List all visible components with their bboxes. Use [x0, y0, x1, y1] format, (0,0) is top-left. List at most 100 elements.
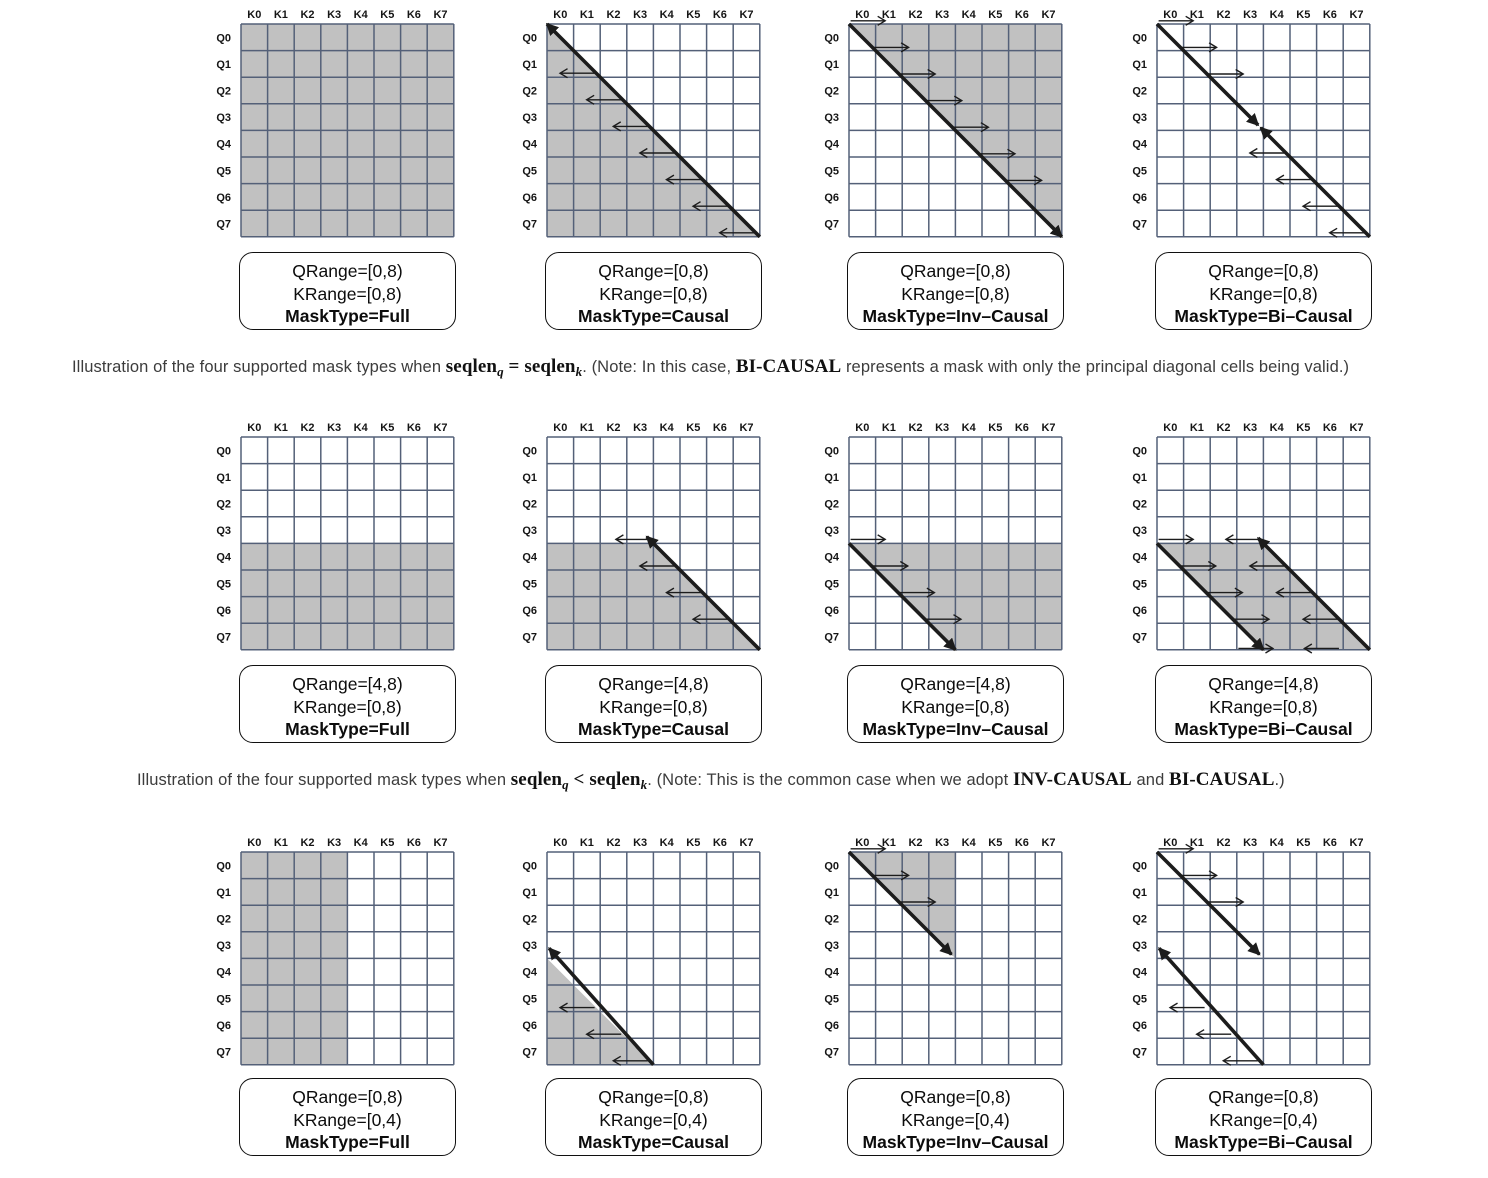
k-axis-label: K5	[988, 837, 1002, 849]
krange-label: KRange=[0,8)	[1209, 696, 1318, 717]
k-axis-label: K5	[686, 422, 700, 434]
diagonal-arrow	[847, 22, 1064, 239]
k-axis-label: K6	[407, 837, 421, 849]
mask-params-box-r1-inv-causal: QRange=[0,8) KRange=[0,8) MaskType=Inv–Cau…	[847, 252, 1064, 330]
k-axis-label: K1	[882, 422, 896, 434]
k-axis-label: K2	[606, 9, 620, 21]
q-axis-label: Q4	[522, 552, 538, 564]
q-axis-label: Q7	[522, 632, 537, 644]
figure-caption-less-seqlen: Illustration of the four supported mask …	[137, 769, 1285, 793]
mask-type-label: MaskType=Inv–Causal	[862, 306, 1049, 326]
q-axis-label: Q1	[824, 887, 839, 899]
k-axis-label: K6	[713, 422, 727, 434]
right-scan-arrow	[953, 122, 990, 133]
q-axis-label: Q7	[1132, 632, 1147, 644]
k-axis-label: K1	[1190, 422, 1204, 434]
left-scan-arrow	[638, 560, 675, 572]
right-scan-arrow	[927, 95, 964, 106]
k-axis-label: K1	[274, 837, 288, 849]
mask-grid-r2-inv-causal: K0 K1 K2 K3 K4 K5 K6 K7 Q0 Q1 Q2 Q3 Q4 Q5 Q6 Q7	[824, 422, 1063, 652]
mask-grid-r2-full: K0 K1 K2 K3 K4 K5 K6 K7 Q0 Q1 Q2 Q3 Q4 Q5 Q6 Q7	[216, 422, 455, 651]
q-axis-label: Q6	[1132, 192, 1147, 204]
k-axis-label: K6	[713, 837, 727, 849]
q-axis-label: Q6	[216, 192, 231, 204]
qrange-label: QRange=[0,8)	[292, 261, 403, 281]
k-axis-label: K4	[1270, 9, 1285, 21]
q-axis-label: Q1	[824, 59, 839, 71]
krange-label: KRange=[0,4)	[293, 1109, 402, 1130]
q-axis-label: Q7	[824, 1047, 839, 1059]
diagonal-arrow	[847, 850, 953, 956]
q-axis-label: Q0	[522, 32, 537, 44]
k-axis-label: K3	[1243, 422, 1257, 434]
k-axis-label: K4	[1270, 837, 1285, 849]
q-axis-label: Q6	[522, 1020, 537, 1032]
right-scan-arrow	[1007, 175, 1043, 186]
right-scan-arrow	[1182, 42, 1218, 53]
q-axis-label: Q2	[1132, 914, 1147, 926]
q-axis-label: Q4	[1132, 139, 1148, 151]
q-axis-label: Q1	[216, 887, 231, 899]
k-axis-label: K5	[380, 837, 394, 849]
k-axis-label: K0	[1163, 837, 1177, 849]
mask-type-label: MaskType=Causal	[578, 306, 729, 326]
krange-label: KRange=[0,8)	[599, 283, 708, 304]
k-axis-label: K6	[407, 9, 421, 21]
k-axis-label: K5	[988, 9, 1002, 21]
caption-text: Illustration of the four supported mask …	[137, 771, 511, 789]
left-scan-arrow	[665, 174, 702, 185]
k-axis-label: K4	[354, 422, 369, 434]
mask-params-box-r2-full: QRange=[4,8) KRange=[0,8) MaskType=Full	[239, 665, 456, 743]
k-axis-label: K4	[660, 422, 675, 434]
caption-text: .)	[1274, 771, 1285, 789]
k-axis-label: K0	[1163, 9, 1177, 21]
q-axis-label: Q7	[1132, 1047, 1147, 1059]
krange-label: KRange=[0,4)	[599, 1109, 708, 1130]
left-scan-arrow	[558, 1002, 595, 1013]
qrange-label: QRange=[4,8)	[900, 674, 1011, 694]
k-axis-label: K7	[1041, 422, 1055, 434]
k-axis-label: K6	[713, 9, 727, 21]
q-axis-label: Q0	[824, 32, 839, 44]
k-axis-label: K0	[855, 9, 869, 21]
q-axis-label: Q2	[522, 499, 537, 511]
mask-grid-r1-bi-causal: K0 K1 K2 K3 K4 K5 K6 K7 Q0 Q1 Q2 Q3 Q4 Q5 Q6 Q7	[1132, 9, 1372, 239]
qrange-label: QRange=[0,8)	[1208, 261, 1319, 281]
k-axis-label: K5	[686, 837, 700, 849]
caption-math-text: INV-CAUSAL	[1012, 769, 1132, 790]
q-axis-label: Q6	[824, 1020, 839, 1032]
right-scan-arrow	[1158, 534, 1195, 545]
k-axis-label: K7	[1349, 9, 1363, 21]
left-scan-arrow	[1224, 534, 1261, 545]
q-axis-label: Q6	[216, 1020, 231, 1032]
q-axis-label: Q2	[1132, 86, 1147, 98]
q-axis-label: Q3	[1132, 940, 1147, 952]
q-axis-label: Q4	[1132, 552, 1148, 564]
q-axis-label: Q1	[824, 472, 839, 484]
q-axis-label: Q0	[1132, 445, 1147, 457]
left-scan-arrow	[1275, 587, 1312, 598]
k-axis-label: K1	[1190, 9, 1204, 21]
q-axis-label: Q5	[522, 578, 537, 590]
mask-params-box-r2-inv-causal: QRange=[4,8) KRange=[0,8) MaskType=Inv–Cau…	[847, 665, 1064, 743]
right-scan-arrow	[1158, 15, 1195, 26]
left-scan-arrow	[1303, 643, 1339, 654]
k-axis-label: K3	[633, 837, 647, 849]
qrange-label: QRange=[0,8)	[598, 1087, 709, 1107]
left-scan-arrow	[665, 587, 702, 598]
q-axis-label: Q7	[216, 1047, 231, 1059]
k-axis-label: K6	[407, 422, 421, 434]
q-axis-label: Q2	[824, 499, 839, 511]
k-axis-label: K7	[1349, 422, 1363, 434]
q-axis-label: Q6	[522, 192, 537, 204]
k-axis-label: K6	[1015, 422, 1029, 434]
k-axis-label: K1	[1190, 837, 1204, 849]
q-axis-label: Q5	[824, 993, 839, 1005]
qrange-label: QRange=[0,8)	[292, 1087, 403, 1107]
k-axis-label: K2	[300, 9, 314, 21]
q-axis-label: Q7	[522, 219, 537, 231]
mask-type-label: MaskType=Bi–Causal	[1174, 1132, 1353, 1152]
q-axis-label: Q4	[522, 139, 538, 151]
k-axis-label: K2	[1216, 837, 1230, 849]
left-scan-arrow	[614, 534, 651, 545]
